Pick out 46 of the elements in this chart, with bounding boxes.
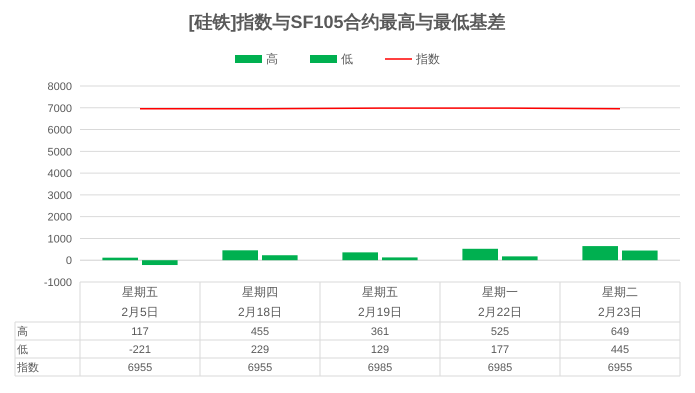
x-tick-label: 星期四 2月18日: [238, 285, 282, 319]
x-tick-label: 星期二 2月23日: [598, 285, 642, 319]
y-tick-label: 2000: [48, 212, 72, 224]
data-label: 6955: [248, 362, 272, 374]
y-tick-label: 3000: [48, 190, 72, 202]
data-label: 455: [250, 326, 270, 338]
legend-label: 高: [266, 52, 278, 66]
bar: [142, 260, 178, 266]
bar: [582, 246, 618, 260]
data-label: 445: [610, 344, 630, 356]
data-label: 525: [490, 326, 510, 338]
y-tick-label: 7000: [48, 102, 72, 115]
data-label: -221: [128, 344, 152, 356]
bar: [342, 252, 378, 260]
data-label: 6955: [128, 362, 152, 374]
data-label: 6985: [368, 362, 392, 374]
text: 高: [17, 326, 28, 338]
bar: [222, 250, 258, 260]
y-tick-label: 5000: [48, 146, 72, 158]
text: 指数: [17, 362, 39, 374]
legend-label: 指数: [415, 52, 440, 66]
data-label: 361: [370, 326, 390, 338]
data-label: 229: [250, 344, 270, 356]
data-label: 649: [610, 326, 630, 338]
text: 低: [17, 344, 28, 356]
y-tick-label: 0: [66, 255, 72, 268]
bar: [622, 250, 658, 260]
y-tick-label: 1000: [48, 233, 72, 246]
y-tick-label: 8000: [48, 81, 72, 93]
bar: [502, 256, 538, 260]
x-tick-label: 星期五 2月5日: [121, 285, 159, 319]
bar: [262, 255, 298, 260]
y-tick-label: 4000: [48, 168, 72, 180]
chart-title: [硅铁]指数与SF105合约最高与最低基差: [188, 12, 506, 32]
legend-label: 低: [341, 52, 353, 66]
bar: [462, 248, 498, 260]
data-label: 177: [490, 344, 510, 356]
data-label: 117: [131, 326, 149, 338]
data-label: 6955: [608, 362, 632, 374]
x-tick-label: 星期一 2月22日: [478, 285, 522, 319]
x-tick-label: 星期五 2月19日: [358, 285, 402, 319]
y-tick-label: -1000: [44, 277, 72, 289]
y-tick-label: 6000: [48, 124, 72, 137]
data-label: 6985: [488, 362, 512, 374]
bar: [102, 258, 138, 260]
data-label: 129: [370, 344, 390, 356]
